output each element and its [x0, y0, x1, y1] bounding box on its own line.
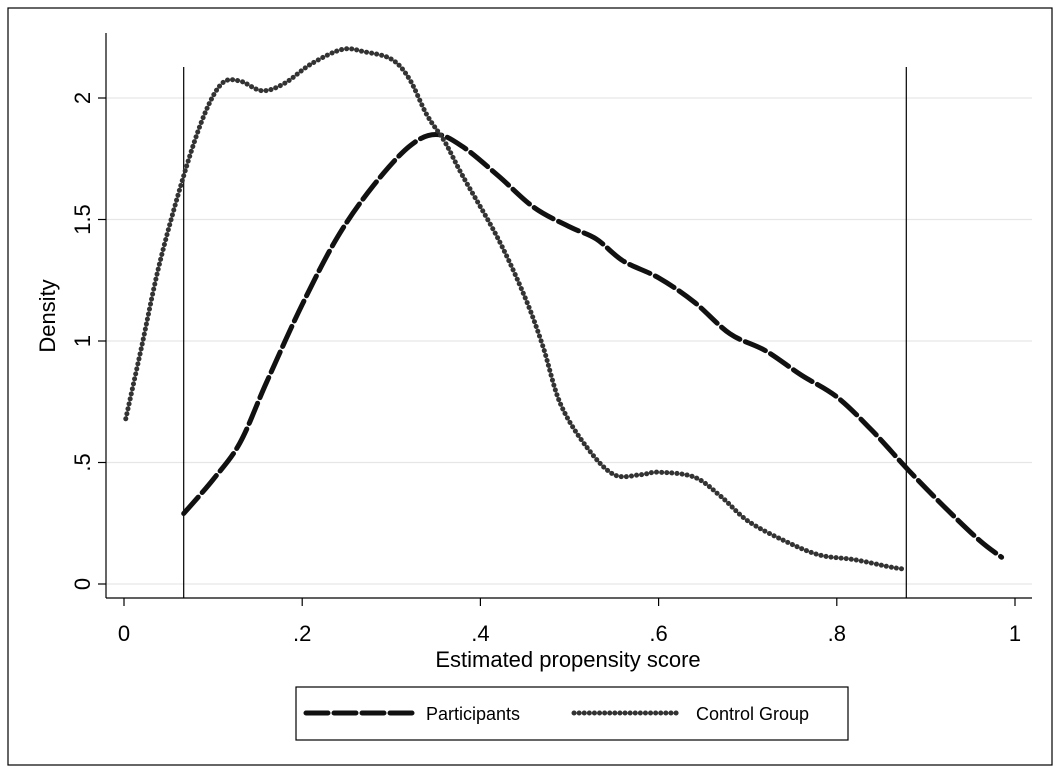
- legend: Participants Control Group: [295, 686, 849, 741]
- series-line-control-group: [123, 46, 909, 572]
- x-tick-label-3: .6: [649, 621, 667, 646]
- y-tick-label-1: .5: [70, 453, 95, 471]
- y-tick-label-3: 1.5: [70, 204, 95, 235]
- y-ticks: 0 .5 1 1.5 2: [70, 92, 106, 590]
- x-tick-label-1: .2: [293, 621, 311, 646]
- y-axis-label: Density: [35, 279, 60, 352]
- axes: [105, 33, 1032, 599]
- x-ticks: 0 .2 .4 .6 .8 1: [118, 598, 1021, 646]
- gridlines: [106, 97, 1032, 585]
- y-tick-label-2: 1: [70, 335, 95, 347]
- x-tick-label-4: .8: [828, 621, 846, 646]
- reference-lines: [183, 67, 907, 598]
- y-tick-label-0: 0: [70, 578, 95, 590]
- series-line-participants: [181, 131, 1005, 560]
- y-tick-label-4: 2: [70, 92, 95, 104]
- x-tick-label-5: 1: [1009, 621, 1021, 646]
- x-tick-label-0: 0: [118, 621, 130, 646]
- x-tick-label-2: .4: [471, 621, 489, 646]
- outer-frame: [7, 7, 1053, 766]
- x-axis-label: Estimated propensity score: [435, 647, 700, 672]
- legend-label-participants: Participants: [426, 704, 520, 724]
- legend-label-control-group: Control Group: [696, 704, 809, 724]
- series-lines: [123, 46, 1005, 572]
